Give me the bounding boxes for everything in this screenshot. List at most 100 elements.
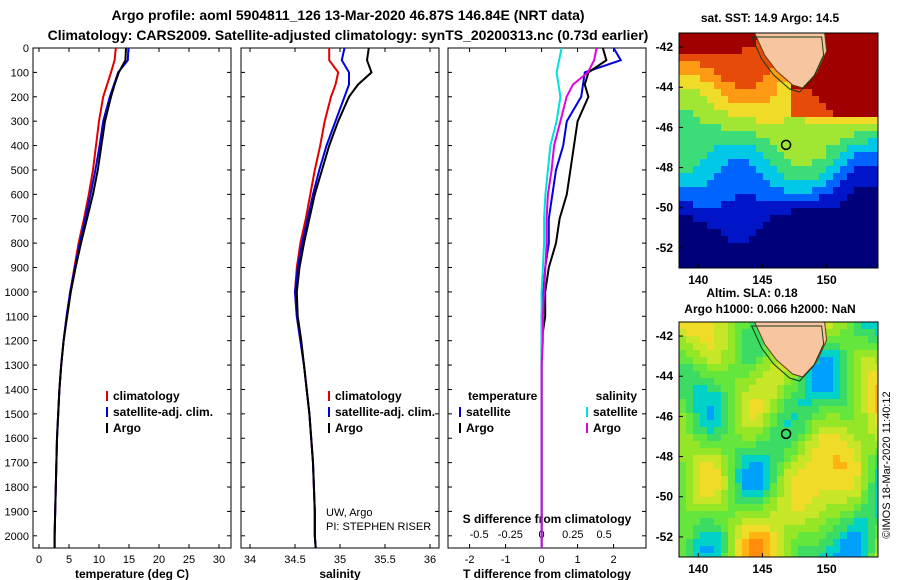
map-y-tick-label: -44	[656, 80, 674, 94]
argo-float-marker	[780, 139, 792, 151]
s-axis-label: S difference from climatology	[463, 512, 632, 526]
legend-title: salinity	[596, 389, 638, 403]
legend-label: satellite-adj. clim.	[335, 405, 435, 419]
s-tick-label: -0.5	[470, 529, 489, 541]
coastline-contour	[750, 325, 825, 382]
map-y-tick-label: -42	[656, 40, 674, 54]
map-y-tick-label: -48	[656, 450, 674, 464]
series-line	[540, 48, 598, 548]
y-tick-label: 1700	[5, 458, 29, 470]
y-tick-label: 100	[11, 67, 29, 79]
coastline-contour	[750, 36, 825, 93]
map-y-tick-label: -42	[656, 329, 674, 343]
profile-panel-difference: -2 -1 0 1 2T difference from climatology -0.5…	[447, 47, 647, 580]
s-tick-label: 0.25	[562, 529, 583, 541]
y-tick-label: 1200	[5, 336, 29, 348]
tasmania-land	[754, 33, 828, 89]
y-tick-label: 2000	[5, 531, 29, 543]
series-line	[53, 48, 127, 548]
legend-title: temperature	[468, 389, 538, 403]
series-line	[295, 48, 373, 548]
sst-map: 140 145 150 -42 -44 -46 -48 -50 -52	[656, 32, 879, 287]
legend-label: climatology	[335, 389, 402, 403]
x-axis-label: T difference from climatology	[463, 567, 631, 580]
map-y-tick-label: -44	[656, 369, 674, 383]
map-x-tick-label: 150	[817, 562, 837, 576]
map-x-tick-label: 145	[752, 273, 772, 287]
x-tick-label: 15	[123, 554, 135, 566]
legend-label: Argo	[466, 421, 494, 435]
x-tick-label: 5	[66, 554, 72, 566]
map-x-tick-label: 140	[688, 273, 708, 287]
y-tick-label: 1500	[5, 409, 29, 421]
y-tick-label: 700	[11, 214, 29, 226]
map-y-tick-label: -48	[656, 161, 674, 175]
plot-frame	[447, 47, 647, 549]
sst-map-title: sat. SST: 14.9 Argo: 14.5	[701, 11, 840, 25]
x-axis-label: temperature (deg C)	[75, 567, 189, 580]
x-tick-label: 10	[93, 554, 105, 566]
y-tick-label: 800	[11, 238, 29, 250]
plot-frame	[32, 47, 232, 549]
argo-float-marker	[780, 428, 792, 440]
y-tick-label: 600	[11, 189, 29, 201]
legend-label: climatology	[113, 389, 180, 403]
map-y-tick-label: -46	[656, 120, 674, 134]
map-x-tick-label: 140	[688, 562, 708, 576]
x-tick-label: 36	[424, 554, 436, 566]
map-field	[679, 33, 878, 268]
map-frame	[678, 32, 879, 269]
map-field	[679, 322, 878, 557]
x-tick-label: 0	[539, 554, 545, 566]
map-y-tick-label: -50	[656, 201, 674, 215]
y-tick-label: 1400	[5, 384, 29, 396]
map-y-tick-label: -52	[656, 530, 674, 544]
x-tick-label: 20	[153, 554, 165, 566]
tasmania-land	[754, 322, 828, 378]
y-tick-label: 0	[23, 43, 29, 55]
y-tick-label: 1800	[5, 482, 29, 494]
x-tick-label: 35.5	[374, 554, 395, 566]
x-tick-label: 0	[36, 554, 42, 566]
figure-title-2: Climatology: CARS2009. Satellite-adjuste…	[48, 27, 649, 43]
sla-map-title-2: Argo h1000: 0.066 h2000: NaN	[684, 302, 855, 316]
y-tick-label: 200	[11, 92, 29, 104]
legend-label: satellite-adj. clim.	[113, 405, 213, 419]
s-tick-label: -0.25	[498, 529, 523, 541]
x-tick-label: -2	[465, 554, 475, 566]
legend-label: Argo	[335, 421, 363, 435]
sla-map: 140 145 150 -42 -44 -46 -48 -50 -52	[656, 321, 879, 576]
profile-panel-salinity: 34 34.5 35 35.5 36 salinity climatology satelli…	[240, 47, 440, 580]
profile-panel-temperature: 0100200300400500600700800900100011001200…	[5, 43, 232, 580]
map-frame	[678, 321, 879, 558]
pi-line-2: PI: STEPHEN RISER	[326, 521, 431, 533]
x-tick-label: 2	[611, 554, 617, 566]
x-axis-label: salinity	[319, 567, 361, 580]
legend-label: Argo	[593, 421, 621, 435]
plot-frame	[240, 47, 440, 549]
sla-map-title-1: Altim. SLA: 0.18	[706, 286, 798, 300]
figure-title-1: Argo profile: aoml 5904811_126 13-Mar-20…	[111, 7, 584, 23]
y-tick-label: 1300	[5, 360, 29, 372]
x-tick-label: 34.5	[284, 554, 305, 566]
y-tick-label: 1100	[5, 311, 29, 323]
x-tick-label: -1	[501, 554, 511, 566]
x-tick-label: 34	[244, 554, 256, 566]
y-tick-label: 1900	[5, 506, 29, 518]
map-y-tick-label: -46	[656, 409, 674, 423]
map-x-tick-label: 150	[817, 273, 837, 287]
map-y-tick-label: -52	[656, 241, 674, 255]
pi-line-1: UW, Argo	[326, 507, 372, 519]
x-tick-label: 30	[213, 554, 225, 566]
legend-label: satellite	[466, 405, 511, 419]
y-tick-label: 500	[11, 165, 29, 177]
x-tick-label: 25	[183, 554, 195, 566]
copyright-credit: ©IMOS 18-Mar-2020 11:40:12	[881, 391, 893, 538]
y-tick-label: 900	[11, 263, 29, 275]
x-tick-label: 1	[575, 554, 581, 566]
x-tick-label: 35	[334, 554, 346, 566]
map-x-tick-label: 145	[752, 562, 772, 576]
map-y-tick-label: -50	[656, 490, 674, 504]
y-tick-label: 300	[11, 116, 29, 128]
